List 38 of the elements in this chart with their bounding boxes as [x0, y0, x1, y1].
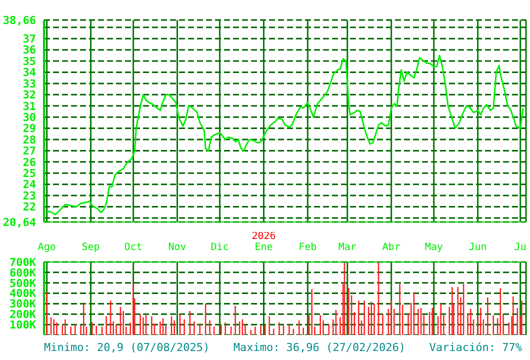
x-tick-label: Sep: [82, 242, 100, 253]
x-tick-label: Abr: [382, 242, 400, 253]
y-tick-label: 30: [22, 110, 36, 124]
y-tick-label: 700K: [10, 256, 36, 269]
y-tick-label: 34: [22, 66, 36, 80]
x-tick-label: May: [424, 242, 443, 253]
y-tick-label: 33: [22, 77, 36, 90]
y-tick-label: 300K: [10, 298, 36, 311]
y-tick-label: 20,64: [2, 216, 36, 229]
y-tick-label: 29: [22, 122, 36, 136]
y-tick-label: 24: [22, 178, 36, 192]
line-series: [46, 54, 524, 216]
x-tick-label: Dic: [210, 242, 229, 253]
x-tick-label: Nov: [168, 242, 186, 253]
x-tick-label: Ago: [38, 242, 56, 253]
x-tick-label: Mar: [338, 242, 356, 253]
y-tick-label: 500K: [10, 276, 36, 290]
y-tick-label: 28: [22, 133, 36, 146]
y-tick-label: 37: [22, 32, 36, 46]
y-tick-label: 22: [22, 200, 36, 214]
x-tick-label: Ju: [514, 242, 526, 253]
text: Variación: 77%: [429, 341, 522, 354]
y-tick-label: 25: [22, 167, 36, 180]
y-tick-label: 400K: [10, 287, 36, 300]
y-tick-label: 35: [22, 54, 36, 68]
text: Minimo: 20,9 (07/08/2025): [44, 341, 210, 354]
y-tick-label: 32: [22, 88, 36, 102]
y-tick-label: 27: [22, 144, 36, 158]
y-tick-label: 23: [22, 189, 36, 202]
x-tick-label: Jun: [468, 242, 487, 253]
y-tick-label: 600K: [10, 266, 36, 280]
y-tick-label: 36: [22, 44, 36, 57]
x-tick-label: Feb: [298, 242, 317, 253]
y-tick-label: 26: [22, 156, 36, 169]
text: Maximo: 36,96 (27/02/2026): [233, 341, 406, 354]
y-tick-label: 31: [22, 100, 36, 113]
x-tick-label: Oct: [124, 242, 142, 253]
y-tick-label: 38,66: [2, 14, 36, 27]
